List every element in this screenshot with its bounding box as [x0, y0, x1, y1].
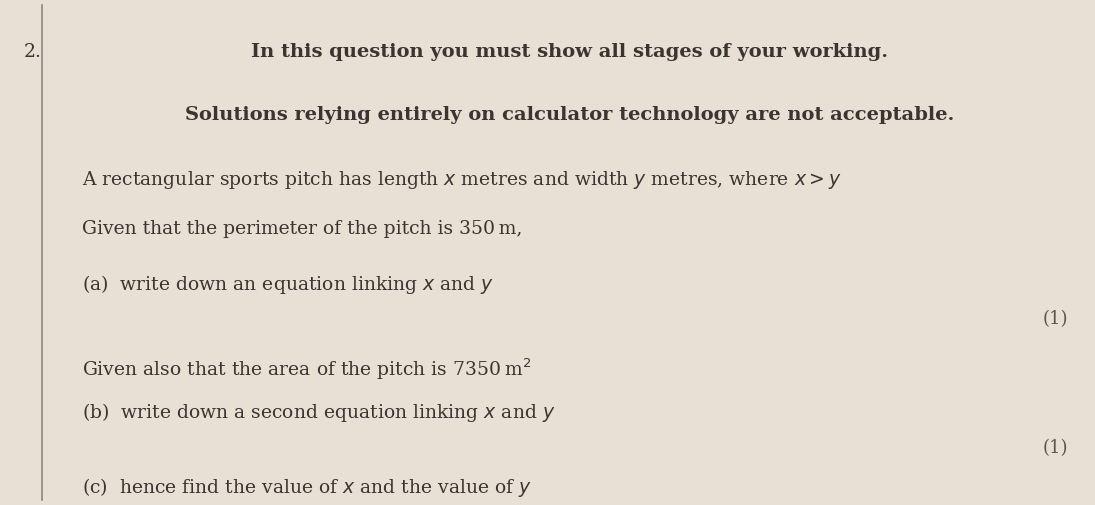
- Text: In this question you must show all stages of your working.: In this question you must show all stage…: [251, 43, 888, 61]
- Text: Solutions relying entirely on calculator technology are not acceptable.: Solutions relying entirely on calculator…: [185, 106, 954, 124]
- Text: (b)  write down a second equation linking $x$ and $y$: (b) write down a second equation linking…: [82, 401, 555, 425]
- Text: A rectangular sports pitch has length $x$ metres and width $y$ metres, where $x : A rectangular sports pitch has length $x…: [82, 169, 842, 191]
- Text: Given that the perimeter of the pitch is 350 m,: Given that the perimeter of the pitch is…: [82, 220, 522, 238]
- Text: (1): (1): [1042, 439, 1068, 458]
- Text: (a)  write down an equation linking $x$ and $y$: (a) write down an equation linking $x$ a…: [82, 273, 494, 296]
- Text: 2.: 2.: [24, 43, 42, 61]
- Text: (c)  hence find the value of $x$ and the value of $y$: (c) hence find the value of $x$ and the …: [82, 476, 532, 499]
- Text: Given also that the area of the pitch is 7350 m$^{2}$: Given also that the area of the pitch is…: [82, 356, 531, 381]
- Text: (1): (1): [1042, 311, 1068, 329]
